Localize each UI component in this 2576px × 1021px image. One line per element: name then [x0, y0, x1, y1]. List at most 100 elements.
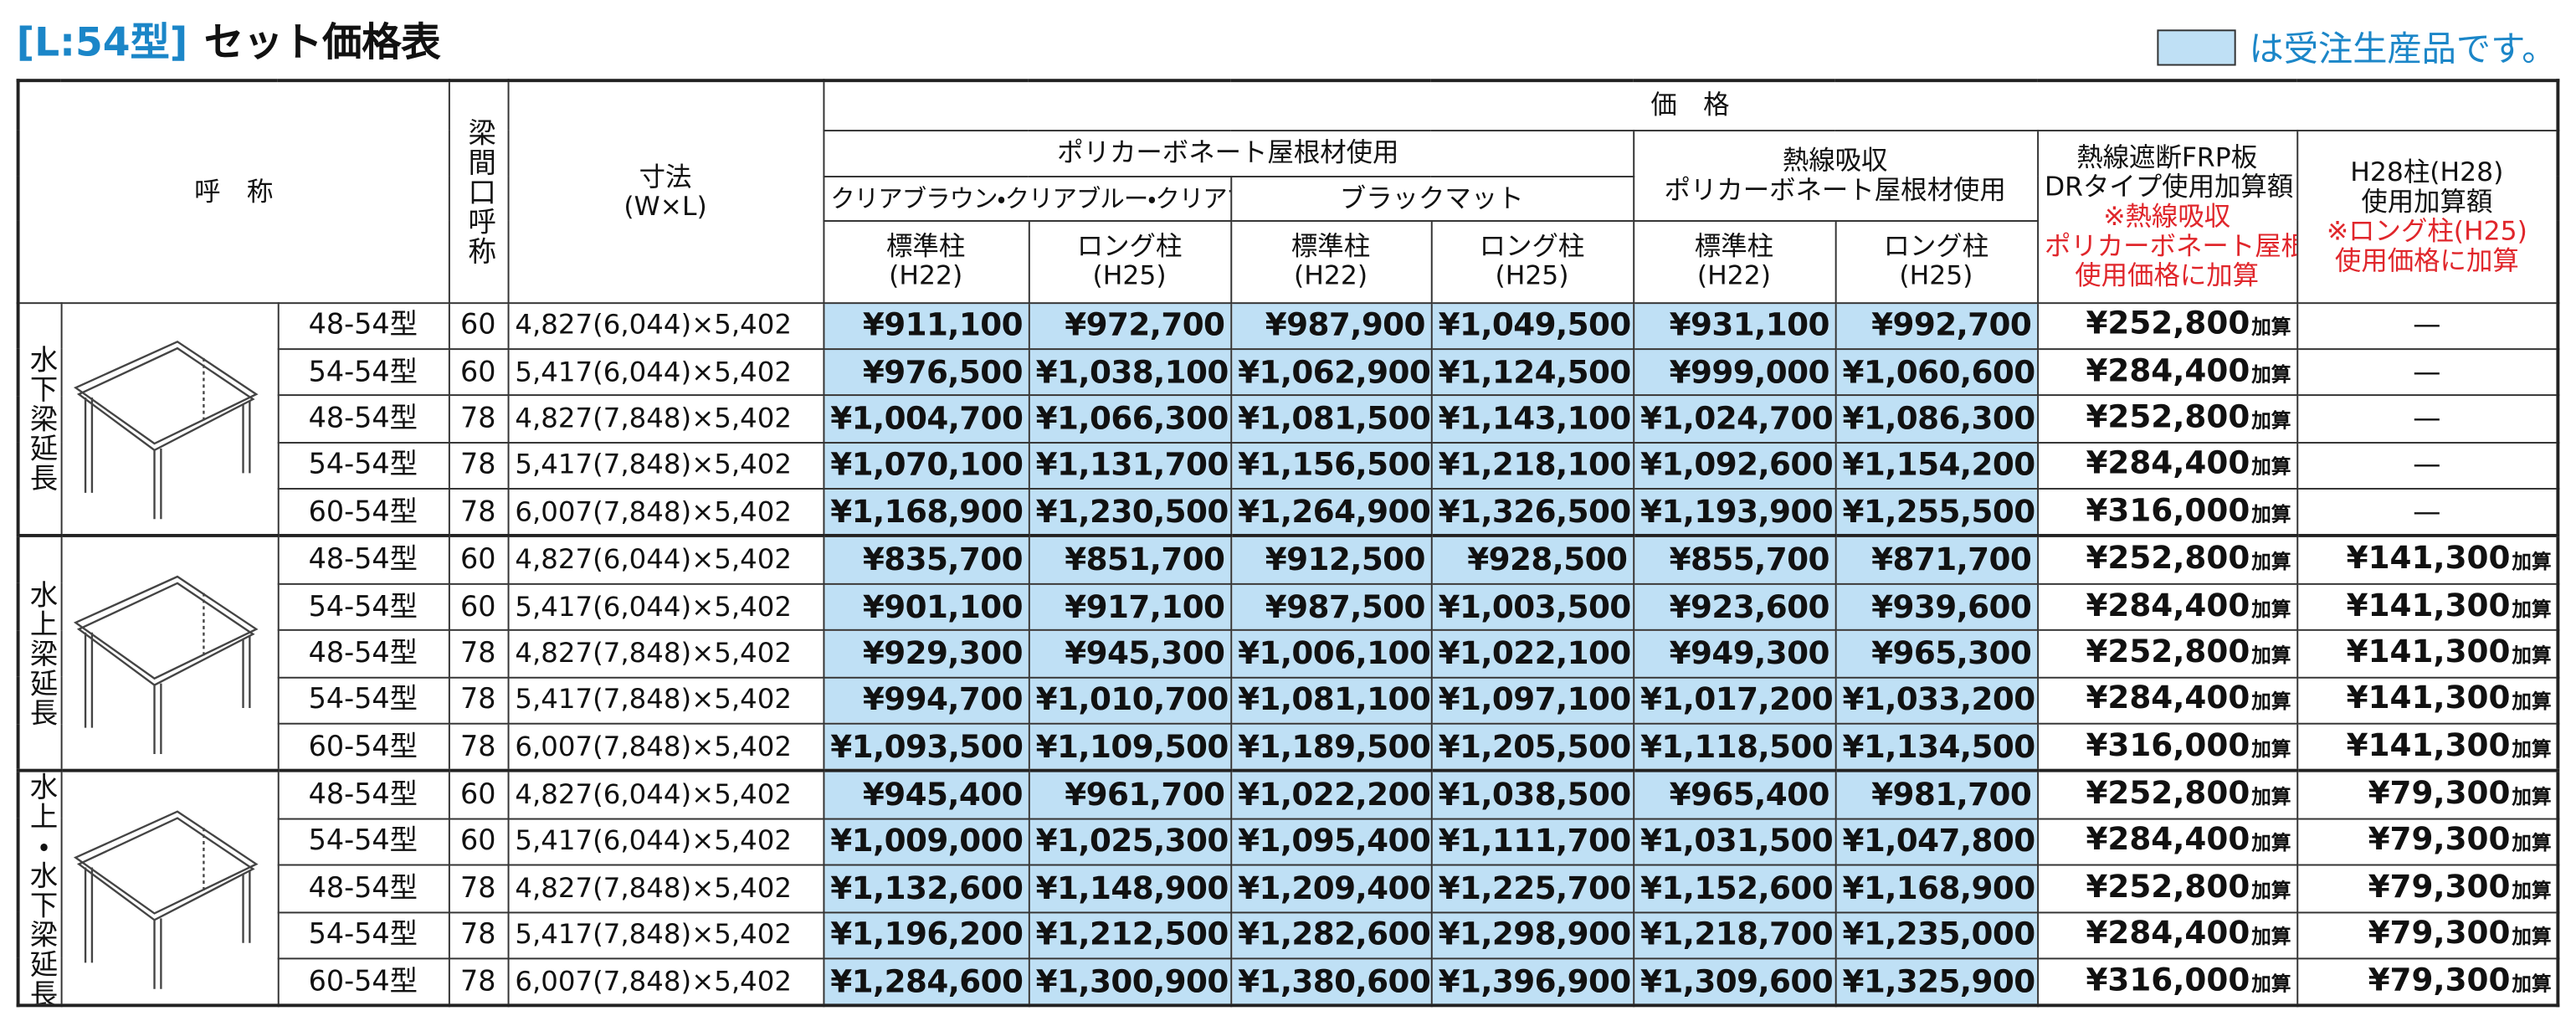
price-cell: ¥1,235,000 — [1834, 911, 2039, 960]
dr-amount: ¥252,800 — [2086, 869, 2250, 906]
roof-edge — [75, 816, 254, 921]
dimension: 5,417(7,848)×5,402 — [506, 676, 824, 725]
model-name: 54-54型 — [276, 676, 449, 725]
price-cell: ¥1,298,900 — [1429, 911, 1634, 960]
dr-cell: ¥284,400 加算 — [2036, 676, 2298, 725]
price-cell: ¥965,400 — [1632, 769, 1836, 820]
price-cell: ¥1,070,100 — [822, 441, 1029, 490]
price-cell: ¥1,092,600 — [1632, 441, 1836, 490]
price-cell: ¥976,500 — [822, 347, 1029, 397]
span-size: 60 — [447, 769, 509, 820]
price-cell: ¥1,033,200 — [1834, 676, 2039, 725]
price-cell: ¥949,300 — [1632, 629, 1836, 678]
group-label: 水上梁延長 — [17, 534, 62, 772]
h28-cell: ¥141,300 加算 — [2296, 582, 2559, 632]
price-cell: ¥1,049,500 — [1429, 301, 1634, 350]
post-line: ロング柱 — [1479, 229, 1585, 262]
model-name: 60-54型 — [276, 722, 449, 772]
dimension: 5,417(6,044)×5,402 — [506, 582, 824, 632]
h28-cell: ¥141,300 加算 — [2296, 629, 2559, 678]
price-cell: ¥1,300,900 — [1027, 957, 1232, 1008]
price-cell: ¥1,004,700 — [822, 394, 1029, 444]
price-cell: ¥1,093,500 — [822, 722, 1029, 772]
price-cell: ¥1,309,600 — [1632, 957, 1836, 1008]
price-cell: ¥1,230,500 — [1027, 488, 1232, 537]
price-cell: ¥1,264,900 — [1229, 488, 1432, 537]
price-cell: ¥835,700 — [822, 534, 1029, 585]
size-header: 寸法 (W×L) — [506, 80, 824, 304]
dr-amount: ¥284,400 — [2086, 822, 2250, 859]
span-size: 60 — [447, 301, 509, 350]
post-line: (H25) — [1495, 259, 1569, 291]
post-header: ロング柱 (H25) — [1834, 219, 2039, 304]
span-size: 78 — [447, 911, 509, 960]
price-cell: ¥999,000 — [1632, 347, 1836, 397]
price-cell: ¥1,038,500 — [1429, 769, 1634, 820]
heat-absorb-line: ポリカーボネート屋根材使用 — [1664, 173, 2006, 205]
price-cell: ¥1,154,200 — [1834, 441, 2039, 490]
clear-header: クリアブラウン・クリアブルー・クリアマット — [822, 175, 1232, 222]
add-suffix: 加算 — [2251, 972, 2291, 995]
dr-amount: ¥252,800 — [2086, 305, 2250, 342]
dimension: 6,007(7,848)×5,402 — [506, 488, 824, 537]
price-cell: ¥923,600 — [1632, 582, 1836, 632]
price-cell: ¥961,700 — [1027, 769, 1232, 820]
data-row: 54-54型 60 5,417(6,044)×5,402 ¥976,500 ¥1,038… — [18, 347, 2559, 397]
data-row: 水上・水下梁延長 48-54型 60 4,827(6,044)×5,402 ¥945,4… — [17, 769, 2559, 1008]
add-suffix: 加算 — [2251, 736, 2291, 761]
add-suffix: 加算 — [2251, 362, 2291, 386]
title-text: セット価格表 — [203, 19, 441, 66]
post-line: ロング柱 — [1883, 229, 1989, 262]
price-cell: ¥1,047,800 — [1834, 818, 2039, 866]
price-cell: ¥928,500 — [1429, 534, 1634, 585]
roof — [72, 340, 258, 445]
dr-cell: ¥284,400 加算 — [2036, 582, 2298, 632]
post-line: (H22) — [1696, 259, 1771, 291]
dr-cell: ¥284,400 加算 — [2036, 911, 2298, 960]
price-cell: ¥965,300 — [1834, 629, 2039, 678]
price-cell: ¥1,189,500 — [1229, 722, 1432, 772]
h28-cell: — — [2296, 441, 2559, 490]
span-size: 60 — [447, 534, 509, 585]
dimension: 5,417(6,044)×5,402 — [506, 347, 824, 397]
post-line: (H22) — [889, 259, 963, 291]
price-cell: ¥972,700 — [1027, 301, 1232, 350]
price-cell: ¥931,100 — [1632, 301, 1836, 350]
price-cell: ¥1,060,600 — [1834, 347, 2039, 397]
span-size: 78 — [447, 629, 509, 678]
span-size: 78 — [447, 864, 509, 913]
price-cell: ¥945,300 — [1027, 629, 1232, 678]
dr-amount: ¥252,800 — [2086, 775, 2250, 812]
post-line: (H22) — [1293, 259, 1368, 291]
add-suffix: 加算 — [2251, 878, 2291, 902]
model-code: [L:54型] — [16, 19, 188, 66]
price-cell: ¥981,700 — [1834, 769, 2039, 820]
price-cell: ¥871,700 — [1834, 534, 2039, 585]
size-unit: (W×L) — [623, 190, 707, 222]
price-cell: ¥1,006,100 — [1229, 629, 1432, 678]
legend: は受注生産品です。 — [2157, 23, 2556, 72]
h28-cell: — — [2296, 347, 2559, 397]
span-size: 78 — [447, 394, 509, 444]
dr-amount: ¥284,400 — [2086, 680, 2250, 717]
price-cell: ¥1,325,900 — [1834, 957, 2039, 1008]
price-cell: ¥1,095,400 — [1229, 818, 1432, 866]
price-header: 価 格 — [822, 80, 2559, 131]
data-row: 48-54型 78 4,827(7,848)×5,402 ¥1,004,700 ¥1,0… — [18, 394, 2559, 444]
add-suffix: 加算 — [2251, 644, 2291, 667]
price-cell: ¥1,284,600 — [822, 957, 1029, 1008]
dr-amount: ¥252,800 — [2086, 398, 2250, 436]
h28-amount: ¥141,300 — [2346, 541, 2511, 577]
dimension: 4,827(6,044)×5,402 — [506, 534, 824, 585]
dimension: 4,827(7,848)×5,402 — [506, 394, 824, 444]
dr-amount: ¥284,400 — [2086, 915, 2250, 952]
dimension: 6,007(7,848)×5,402 — [506, 722, 824, 772]
data-row: 60-54型 78 6,007(7,848)×5,402 ¥1,284,600 ¥1,3… — [18, 957, 2559, 1008]
dr-amount: ¥284,400 — [2086, 352, 2250, 389]
price-cell: ¥1,396,900 — [1429, 957, 1634, 1008]
h28-cell: ¥141,300 加算 — [2296, 534, 2559, 585]
h28-cell: ¥79,300 加算 — [2296, 769, 2559, 820]
data-row: 54-54型 60 5,417(6,044)×5,402 ¥901,100 ¥917,1… — [18, 582, 2559, 632]
dr-cell: ¥252,800 加算 — [2036, 394, 2298, 444]
